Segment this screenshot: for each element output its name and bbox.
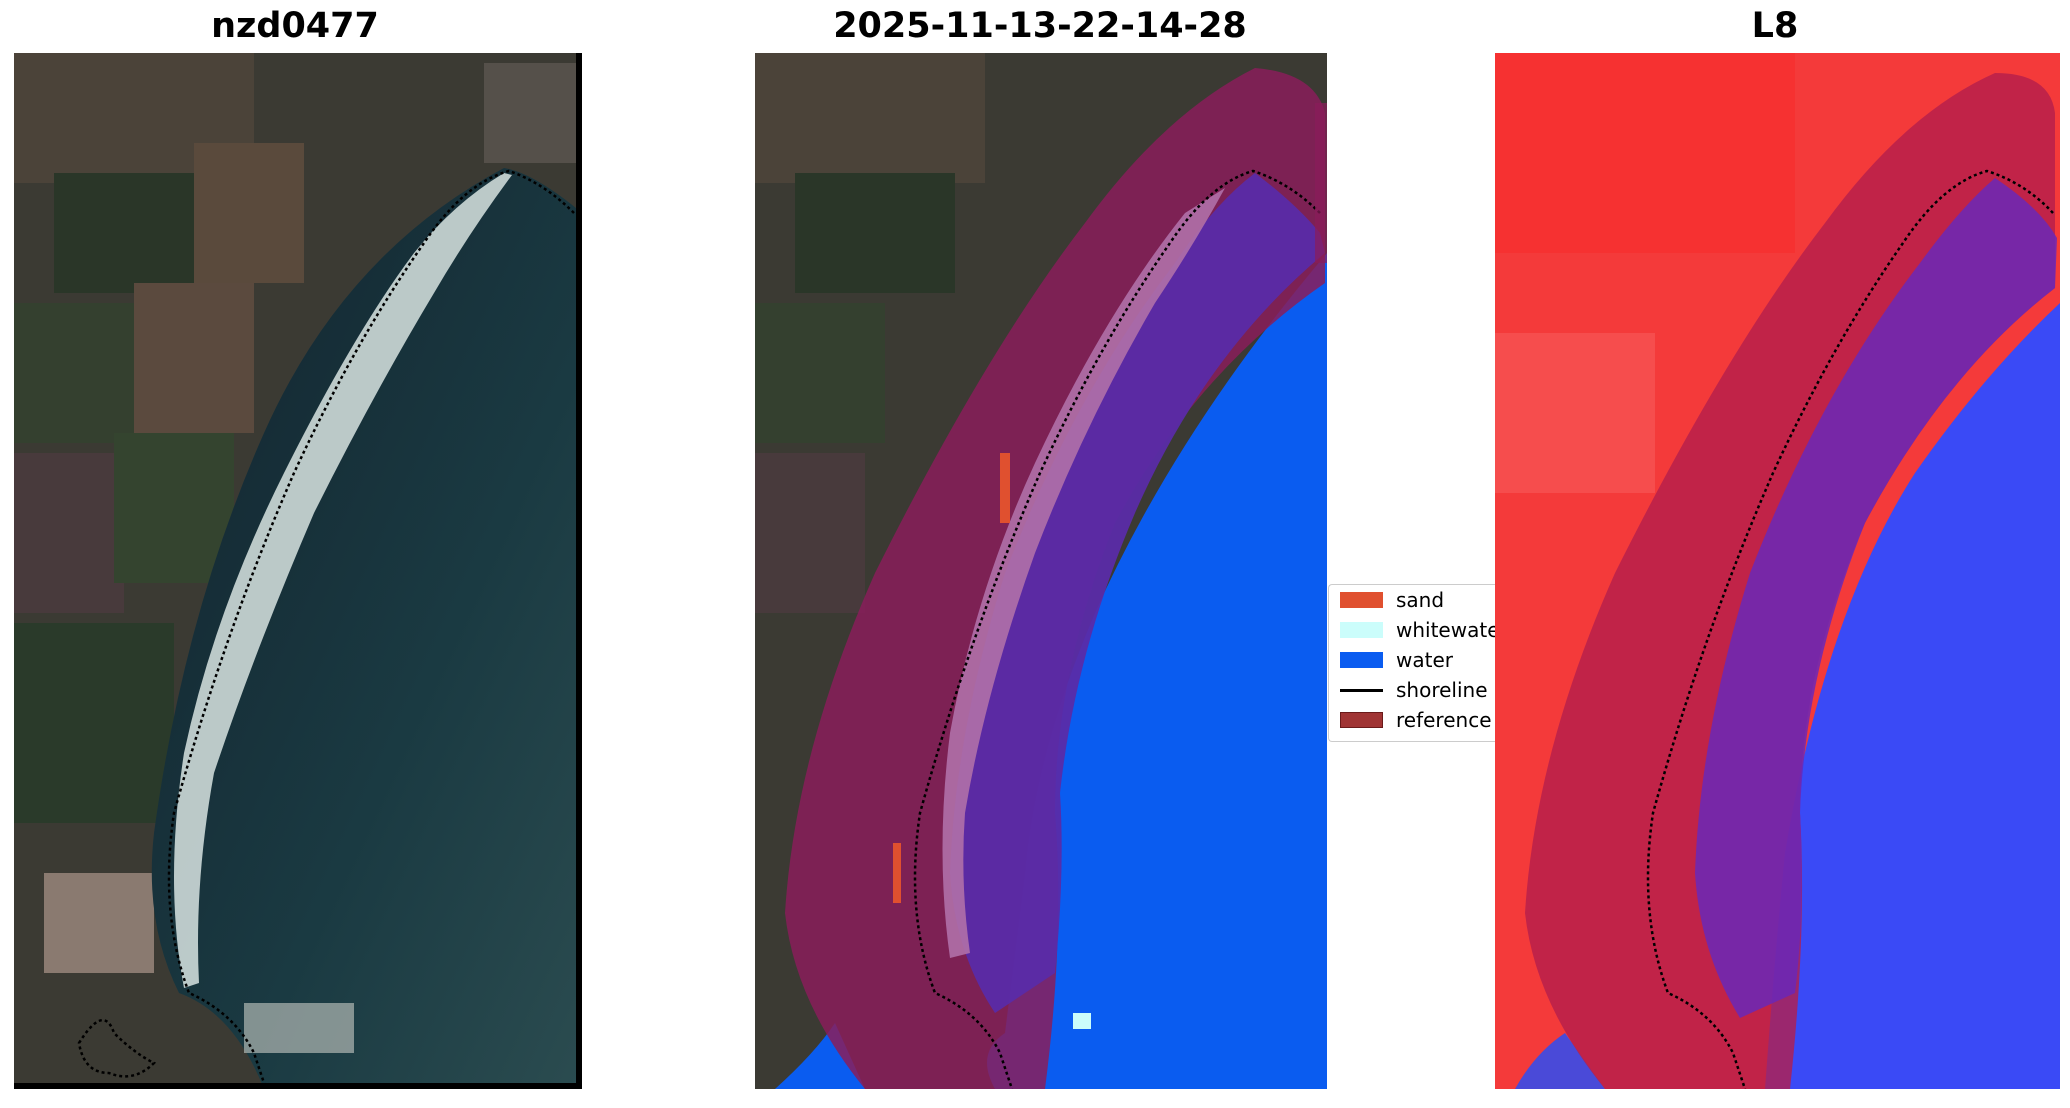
legend-item-water: water (1329, 645, 1500, 675)
classification-image (755, 53, 1327, 1089)
index-image (1495, 53, 2060, 1089)
legend-label: sand (1396, 588, 1445, 612)
legend-swatch-reference (1340, 712, 1383, 728)
legend-label: reference (1396, 708, 1492, 732)
legend-label: whitewater (1396, 618, 1500, 642)
legend-label: water (1396, 648, 1453, 672)
legend-swatch-whitewater (1340, 622, 1383, 638)
legend-item-whitewater: whitewater (1329, 615, 1500, 645)
legend-item-reference: reference (1329, 705, 1500, 735)
panel-title-classification: 2025-11-13-22-14-28 (833, 6, 1247, 46)
legend: sand whitewater water shoreline referenc… (1328, 584, 1500, 742)
legend-item-sand: sand (1329, 585, 1500, 615)
legend-item-shoreline: shoreline (1329, 675, 1500, 705)
panel-title-index: L8 (1751, 6, 1799, 46)
legend-swatch-water (1340, 652, 1383, 668)
legend-line-shoreline (1340, 689, 1383, 692)
rgb-satellite-image (14, 53, 582, 1089)
legend-swatch-sand (1340, 592, 1383, 608)
legend-label: shoreline (1396, 678, 1488, 702)
panel-title-rgb: nzd0477 (211, 6, 379, 46)
